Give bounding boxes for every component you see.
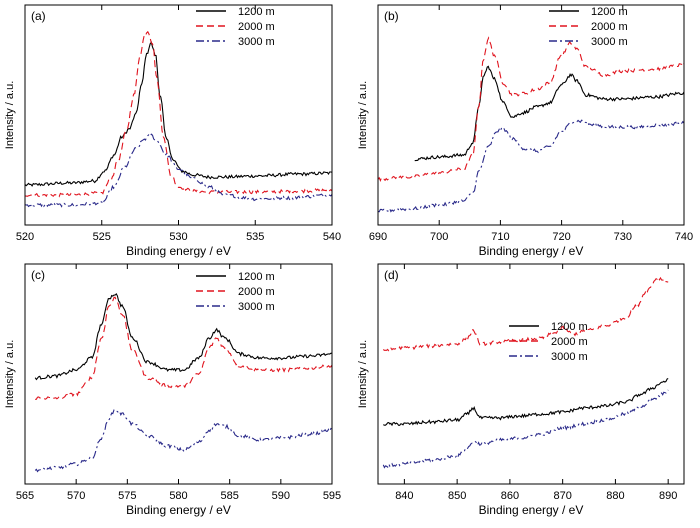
x-axis-label: Binding energy / eV [479, 503, 584, 517]
series-line-1200-m [25, 41, 332, 187]
x-tick-label: 850 [448, 490, 466, 502]
y-axis-label: Intensity / a.u. [4, 340, 16, 408]
x-axis-label: Binding energy / eV [126, 244, 231, 258]
legend: 1200 m 2000 m 3000 m [196, 271, 275, 313]
x-tick-label: 880 [606, 490, 624, 502]
series-line-2000-m [25, 30, 332, 198]
x-tick-label: 580 [169, 490, 187, 502]
y-axis-label: Intensity / a.u. [357, 81, 369, 149]
x-tick-label: 535 [246, 231, 264, 243]
y-axis-label: Intensity / a.u. [357, 340, 369, 408]
series-line-2000-m [35, 296, 332, 400]
chart-panel-a: 520 525 530 535 540 Binding energy / eV Intens… [4, 4, 341, 258]
panel-label: (c) [31, 268, 45, 282]
x-tick-label: 870 [553, 490, 571, 502]
panel-label: (b) [384, 9, 399, 23]
legend-entry-label: 3000 m [238, 301, 275, 313]
series-line-3000-m [34, 409, 332, 473]
x-tick-label: 890 [659, 490, 677, 502]
x-axis-label: Binding energy / eV [126, 503, 231, 517]
x-tick-label: 690 [369, 231, 387, 243]
legend-entry-label: 2000 m [238, 21, 275, 33]
x-axis-label: Binding energy / eV [479, 244, 584, 258]
legend-entry-label: 1200 m [591, 6, 628, 18]
legend-entry-label: 2000 m [238, 286, 275, 298]
x-tick-label: 720 [552, 231, 570, 243]
x-tick-label: 565 [16, 490, 34, 502]
legend-entry-label: 1200 m [238, 271, 275, 283]
x-tick-label: 570 [67, 490, 85, 502]
x-tick-label: 525 [93, 231, 111, 243]
x-tick-label: 860 [501, 490, 519, 502]
x-tick-label: 730 [614, 231, 632, 243]
series-line-2000-m [382, 276, 669, 353]
x-tick-label: 575 [118, 490, 136, 502]
x-tick-label: 530 [169, 231, 187, 243]
x-tick-label: 520 [16, 231, 34, 243]
x-tick-label: 740 [675, 231, 693, 243]
legend: 1200 m 2000 m 3000 m [549, 6, 628, 48]
series-line-1200-m [34, 292, 332, 381]
plot-frame [24, 263, 333, 485]
x-tick-label: 590 [272, 490, 290, 502]
series-line-2000-m [378, 36, 684, 182]
series-line-1200-m [383, 377, 669, 427]
x-tick-label: 710 [491, 231, 509, 243]
legend: 1200 m 2000 m 3000 m [509, 321, 588, 363]
panel-label: (a) [31, 9, 46, 23]
x-tick-label: 595 [323, 490, 341, 502]
plot-frame [377, 263, 685, 485]
legend-entry-label: 3000 m [591, 36, 628, 48]
panel-label: (d) [384, 268, 399, 282]
series-line-3000-m [25, 133, 332, 208]
legend: 1200 m 2000 m 3000 m [196, 6, 275, 48]
series-line-1200-m [414, 65, 684, 162]
legend-entry-label: 1200 m [238, 6, 275, 18]
chart-panel-c: 565 570 575 580 585 590 595 Binding energy / eV… [4, 263, 341, 517]
legend-entry-label: 2000 m [551, 336, 588, 348]
plot-frame [377, 4, 685, 226]
chart-panel-b: 690 700 710 720 730 740 Binding energy / eV Int… [357, 4, 693, 258]
x-tick-label: 585 [220, 490, 238, 502]
x-tick-label: 840 [395, 490, 413, 502]
y-axis-label: Intensity / a.u. [4, 81, 16, 149]
legend-entry-label: 3000 m [238, 36, 275, 48]
legend-entry-label: 1200 m [551, 321, 588, 333]
legend-entry-label: 3000 m [551, 351, 588, 363]
legend-entry-label: 2000 m [591, 21, 628, 33]
series-line-3000-m [382, 389, 669, 469]
chart-panel-d: 840 850 860 870 880 890 Binding energy / eV Int… [357, 263, 685, 517]
x-tick-label: 540 [323, 231, 341, 243]
x-tick-label: 700 [430, 231, 448, 243]
series-line-3000-m [378, 119, 684, 213]
